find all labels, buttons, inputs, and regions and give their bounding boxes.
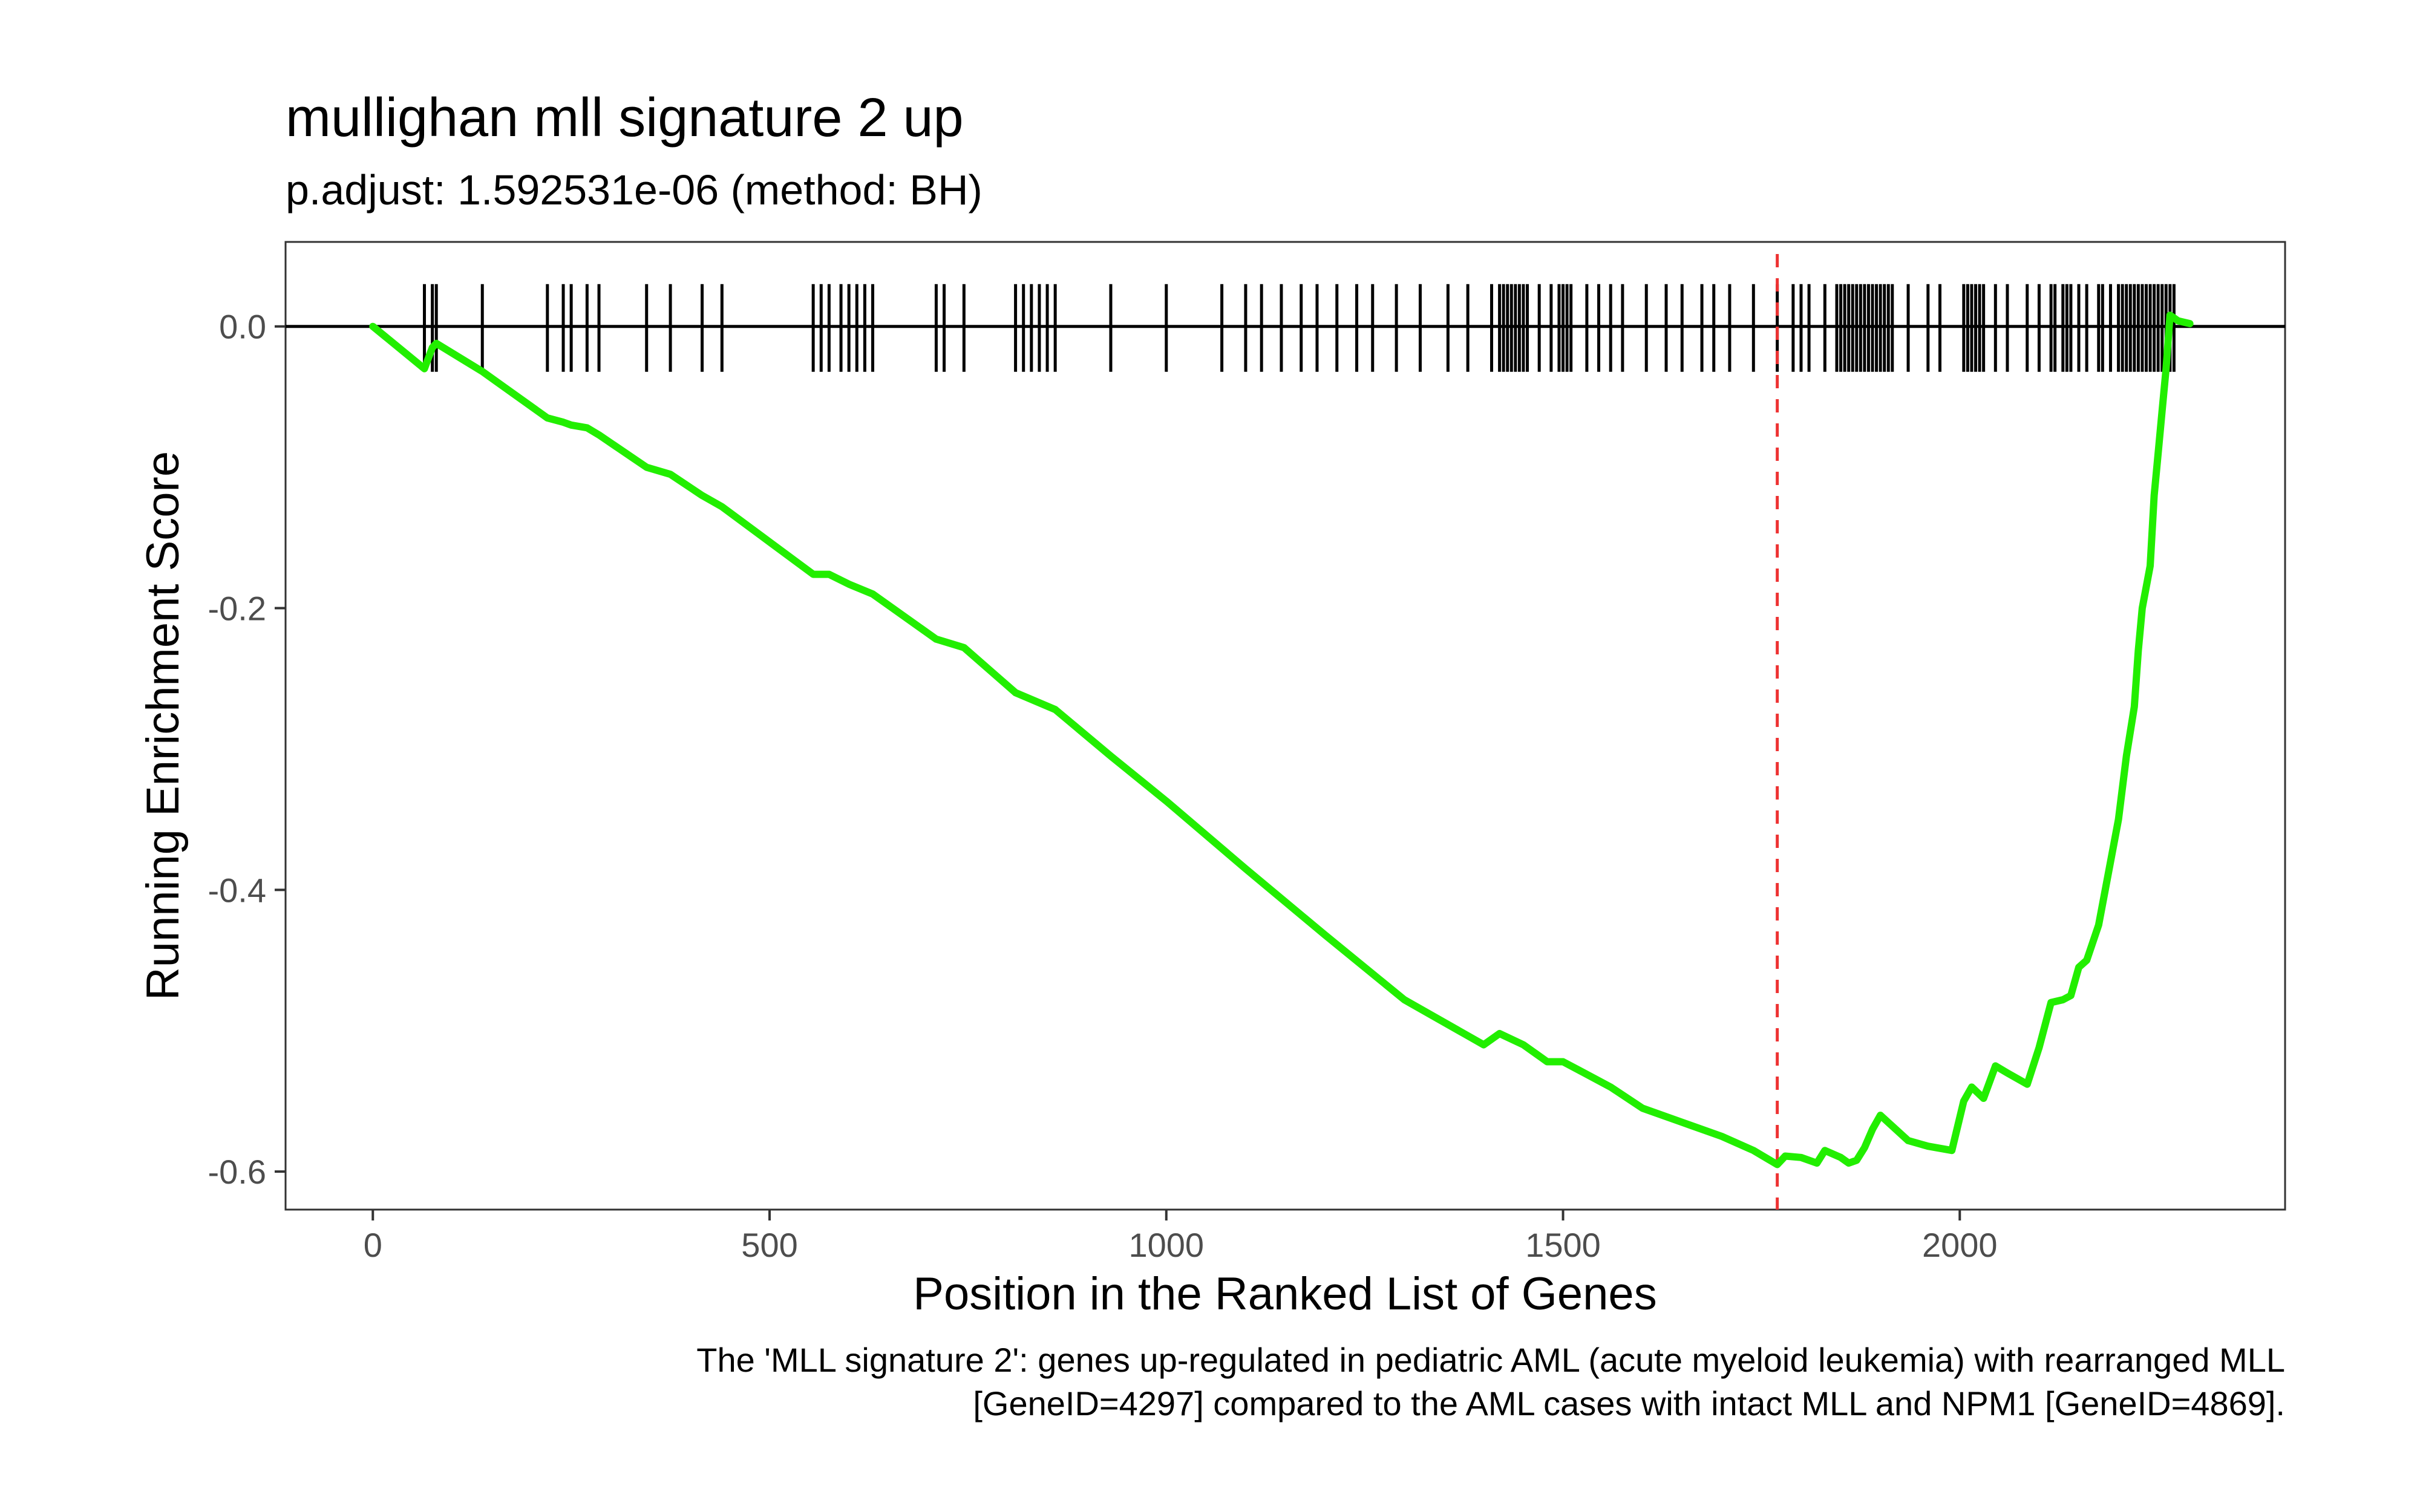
y-tick-label: -0.4 <box>208 871 267 909</box>
x-axis: 0 500 1000 1500 2000 <box>364 1210 1998 1264</box>
chart-title: mullighan mll signature 2 up <box>286 88 964 148</box>
x-tick-label: 0 <box>364 1226 382 1264</box>
y-axis: 0.0 -0.2 -0.4 -0.6 <box>208 308 286 1191</box>
x-tick-label: 1500 <box>1525 1226 1601 1264</box>
caption-line-1: The 'MLL signature 2': genes up-regulate… <box>696 1341 2285 1379</box>
running-score-line <box>369 311 2194 1168</box>
x-axis-title: Position in the Ranked List of Genes <box>913 1268 1656 1320</box>
y-tick-label: 0.0 <box>219 308 266 346</box>
chart-subtitle: p.adjust: 1.592531e-06 (method: BH) <box>286 166 983 213</box>
x-tick-label: 1000 <box>1128 1226 1204 1264</box>
x-tick-label: 2000 <box>1922 1226 1998 1264</box>
y-axis-title: Running Enrichment Score <box>137 451 189 1000</box>
y-tick-label: -0.2 <box>208 590 267 628</box>
x-tick-label: 500 <box>741 1226 797 1264</box>
y-tick-label: -0.6 <box>208 1153 267 1191</box>
plot-panel <box>284 241 2286 1211</box>
caption-line-2: [GeneID=4297] compared to the AML cases … <box>973 1384 2285 1422</box>
